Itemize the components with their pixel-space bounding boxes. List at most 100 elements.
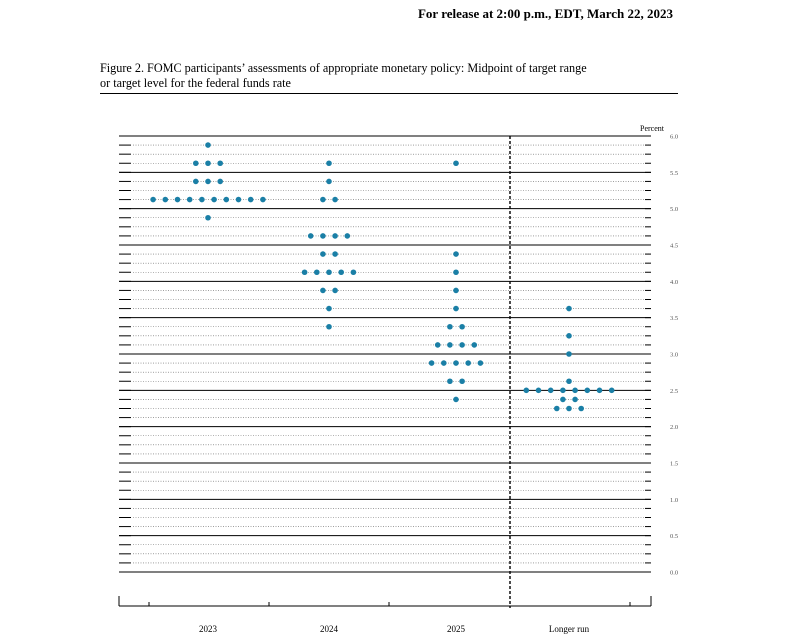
- participant-dot: [320, 251, 326, 257]
- y-axis-title: Percent: [640, 124, 665, 133]
- participant-dot: [584, 387, 591, 394]
- participant-dot: [535, 387, 542, 394]
- participant-dot: [326, 323, 332, 330]
- participant-dot: [578, 405, 584, 412]
- figure-caption-line-1: Figure 2. FOMC participants’ assessments…: [100, 61, 587, 75]
- x-category-label: Longer run: [549, 624, 590, 634]
- participant-dot: [471, 342, 478, 348]
- participant-dot: [566, 333, 572, 339]
- participant-dot: [332, 287, 338, 294]
- participant-dot: [547, 387, 554, 394]
- axes: 0.0 0.5 1.0 1.5 2.0 2.5 3.0 3.5 4.0 4.5 5.0 5.5 6.0 2…: [118, 134, 678, 634]
- caption-rule: [100, 93, 678, 94]
- participant-dot: [572, 387, 578, 394]
- participant-dot: [447, 378, 453, 385]
- participant-dot: [174, 196, 181, 203]
- grid-lines: [119, 135, 651, 573]
- y-tick-label: 1.0: [670, 497, 678, 504]
- participant-dot: [566, 378, 572, 385]
- figure-caption: Figure 2. FOMC participants’ assessments…: [100, 61, 680, 91]
- participant-dot: [560, 396, 566, 403]
- participant-dot: [193, 160, 199, 167]
- participant-dot: [596, 387, 603, 394]
- participant-dot: [338, 269, 345, 276]
- y-tick-label: 4.0: [670, 279, 678, 286]
- participant-dot: [608, 387, 615, 394]
- participant-dot: [205, 160, 211, 167]
- x-category-label: 2025: [447, 624, 466, 634]
- participant-dot: [453, 287, 459, 294]
- y-tick-label: 5.5: [670, 170, 678, 177]
- participant-dot: [459, 342, 465, 348]
- participant-dot: [314, 269, 320, 276]
- participant-dot: [235, 196, 242, 203]
- participant-dot: [453, 305, 459, 312]
- participant-dot: [441, 360, 447, 366]
- participant-dot: [447, 342, 453, 348]
- participant-dot: [326, 305, 332, 312]
- participant-dot: [205, 142, 211, 148]
- y-tick-label: 6.0: [670, 134, 678, 141]
- participant-dot: [223, 196, 230, 203]
- y-tick-label: 2.5: [670, 388, 678, 395]
- dots: [150, 142, 615, 412]
- participant-dot: [465, 360, 472, 366]
- participant-dot: [566, 405, 572, 412]
- participant-dot: [332, 233, 338, 239]
- y-tick-label: 3.5: [670, 315, 678, 322]
- participant-dot: [459, 323, 465, 330]
- release-notice: For release at 2:00 p.m., EDT, March 22,…: [417, 6, 673, 21]
- participant-dot: [326, 160, 332, 167]
- y-tick-label: 1.5: [670, 461, 678, 468]
- participant-dot: [162, 196, 169, 203]
- y-tick-label: 5.0: [670, 206, 678, 213]
- participant-dot: [307, 233, 314, 239]
- y-tick-label: 0.5: [670, 533, 678, 540]
- participant-dot: [453, 269, 459, 276]
- participant-dot: [453, 396, 459, 403]
- participant-dot: [247, 196, 254, 203]
- participant-dot: [566, 351, 572, 357]
- participant-dot: [453, 160, 459, 167]
- participant-dot: [193, 178, 199, 185]
- participant-dot: [326, 269, 332, 276]
- participant-dot: [186, 196, 193, 203]
- participant-dot: [320, 287, 326, 294]
- y-tick-label: 2.0: [670, 424, 678, 431]
- participant-dot: [320, 196, 326, 203]
- y-tick-label: 4.5: [670, 243, 678, 250]
- participant-dot: [477, 360, 484, 366]
- participant-dot: [211, 196, 217, 203]
- participant-dot: [205, 214, 211, 221]
- participant-dot: [447, 323, 453, 330]
- participant-dot: [217, 160, 223, 167]
- participant-dot: [428, 360, 435, 366]
- participant-dot: [332, 196, 338, 203]
- participant-dot: [301, 269, 308, 276]
- participant-dot: [150, 196, 156, 203]
- y-tick-label: 0.0: [670, 570, 678, 577]
- x-category-label: 2023: [199, 624, 218, 634]
- figure-caption-line-2: or target level for the federal funds ra…: [100, 76, 291, 90]
- participant-dot: [217, 178, 223, 185]
- y-tick-label: 3.0: [670, 352, 678, 359]
- participant-dot: [434, 342, 441, 348]
- participant-dot: [554, 405, 560, 412]
- participant-dot: [566, 305, 572, 312]
- participant-dot: [350, 269, 357, 276]
- participant-dot: [326, 178, 332, 185]
- participant-dot: [572, 396, 578, 403]
- participant-dot: [453, 360, 459, 366]
- participant-dot: [560, 387, 566, 394]
- participant-dot: [523, 387, 530, 394]
- participant-dot: [320, 233, 326, 239]
- participant-dot: [332, 251, 338, 257]
- participant-dot: [459, 378, 465, 385]
- participant-dot: [453, 251, 459, 257]
- x-category-label: 2024: [320, 624, 339, 634]
- participant-dot: [199, 196, 205, 203]
- participant-dot: [344, 233, 351, 239]
- participant-dot: [205, 178, 211, 185]
- participant-dot: [260, 196, 266, 203]
